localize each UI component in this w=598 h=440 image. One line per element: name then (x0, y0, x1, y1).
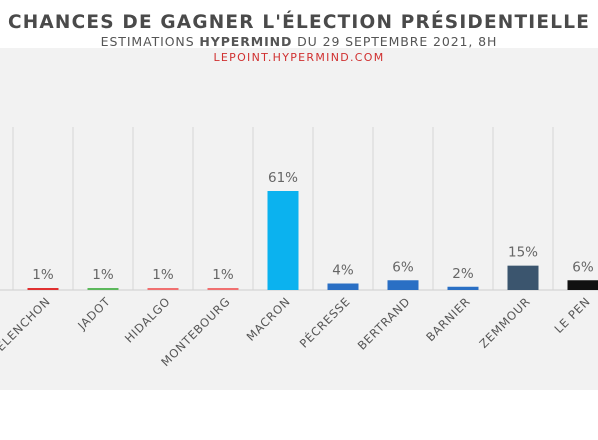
category-label: MACRON (244, 294, 294, 344)
bar (507, 265, 539, 290)
subtitle-prefix: ESTIMATIONS (100, 34, 200, 49)
category-label: BERTRAND (355, 294, 413, 352)
bar (447, 286, 479, 290)
value-label: 6% (572, 259, 594, 275)
bar (147, 288, 179, 290)
category-label: BARNIER (423, 294, 473, 344)
value-label: 4% (332, 263, 354, 279)
category-label: PÉCRESSE (296, 294, 353, 351)
chart-panel (0, 48, 598, 390)
bar (567, 280, 598, 290)
bar (207, 288, 239, 290)
bar (387, 280, 419, 290)
category-label: ZEMMOUR (477, 294, 534, 351)
category-label: MÉLENCHON (0, 294, 53, 362)
bar (87, 288, 119, 290)
subtitle-brand: HYPERMIND (199, 34, 293, 49)
value-label: 1% (92, 267, 114, 283)
value-label: 1% (152, 267, 174, 283)
chart-subtitle: ESTIMATIONS HYPERMIND DU 29 SEPTEMBRE 20… (0, 34, 598, 49)
bar (27, 288, 59, 290)
bar (327, 283, 359, 290)
category-label: HIDALGO (122, 294, 173, 345)
bar (267, 191, 299, 290)
subtitle-suffix: DU 29 SEPTEMBRE 2021, 8H (292, 34, 498, 49)
value-label: 1% (32, 267, 54, 283)
category-label: JADOT (74, 294, 113, 333)
value-label: 2% (452, 266, 474, 282)
value-label: 1% (212, 267, 234, 283)
chart-source: LEPOINT.HYPERMIND.COM (213, 51, 385, 64)
chart-title: CHANCES DE GAGNER L'ÉLECTION PRÉSIDENTIE… (7, 12, 591, 33)
category-label: LE PEN (551, 294, 593, 336)
value-label: 15% (508, 245, 538, 261)
value-label: 61% (268, 170, 298, 186)
value-label: 6% (392, 259, 414, 275)
